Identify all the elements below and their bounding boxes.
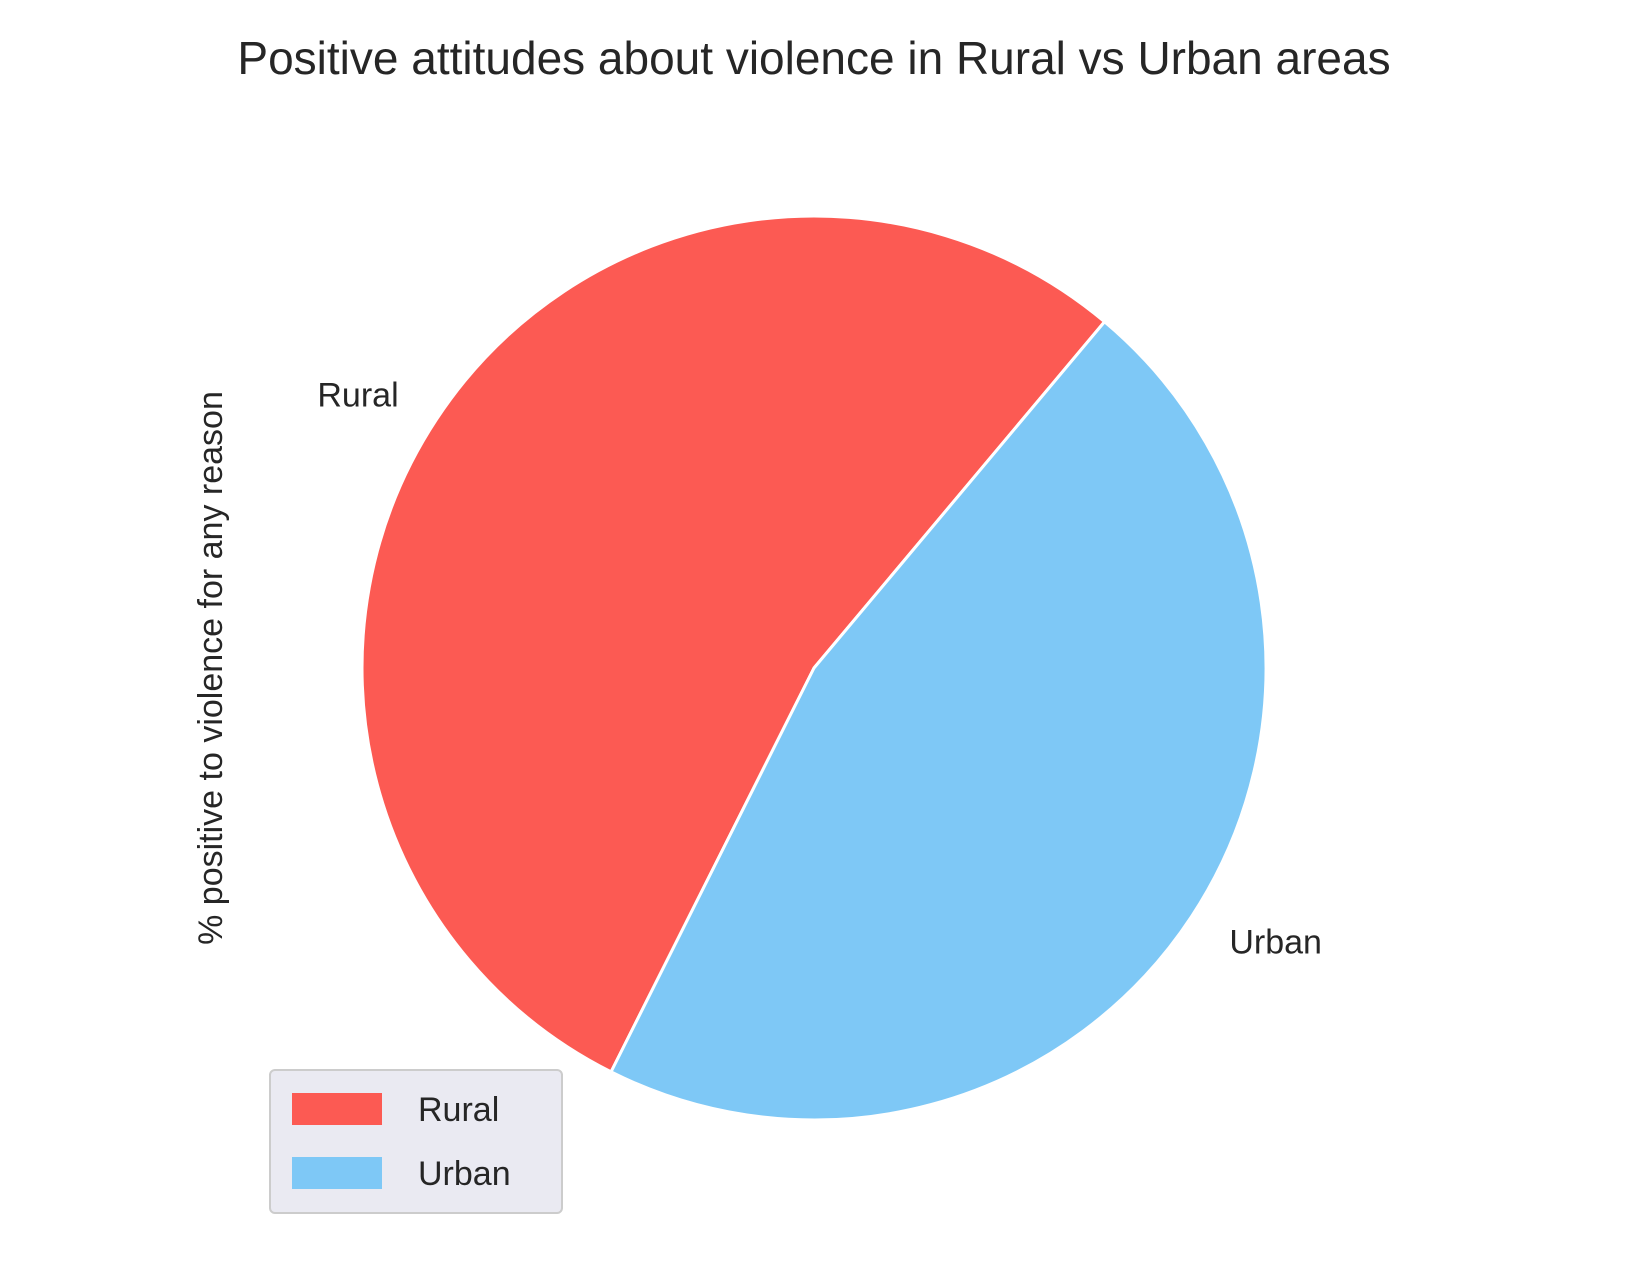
y-axis-label: % positive to violence for any reason <box>192 391 230 945</box>
legend-frame <box>269 1069 563 1214</box>
legend-label-rural: Rural <box>418 1091 499 1129</box>
legend-swatch-rural <box>292 1093 382 1125</box>
pie-slice-urban <box>609 320 1268 1122</box>
legend: Rural Urban <box>269 1069 563 1214</box>
chart-title: Positive attitudes about violence in Rur… <box>237 32 1390 84</box>
pie-label-urban: Urban <box>1229 923 1322 961</box>
legend-label-urban: Urban <box>418 1155 511 1193</box>
legend-swatch-urban <box>292 1157 382 1189</box>
pie-label-rural: Rural <box>317 377 398 415</box>
pie-slices <box>360 214 1268 1122</box>
pie-slice-labels: Rural Urban <box>317 377 1322 962</box>
pie-slice-rural <box>360 214 1107 1074</box>
